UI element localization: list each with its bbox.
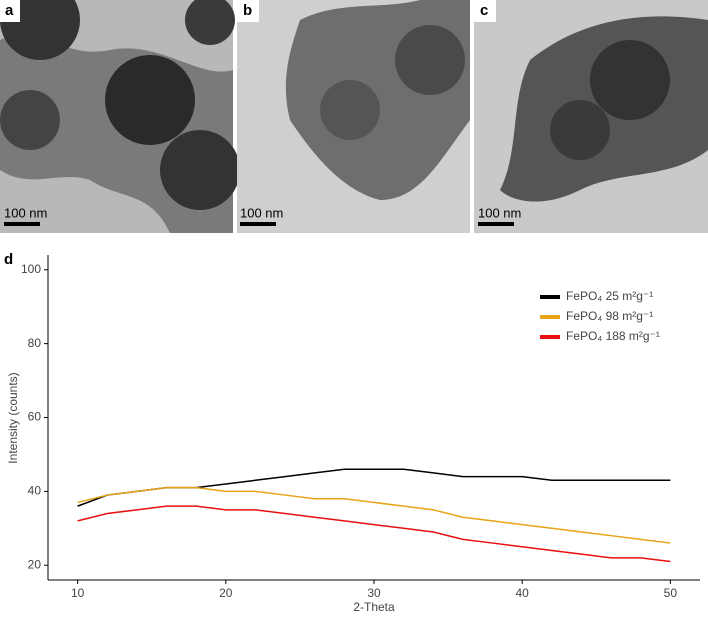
x-tick-label: 30 bbox=[367, 586, 381, 600]
series-line bbox=[77, 486, 671, 544]
legend-label: FePO₄ 98 m²g⁻¹ bbox=[566, 309, 653, 323]
tem-panel-b bbox=[237, 0, 470, 233]
tem-panel-a bbox=[0, 0, 240, 233]
y-tick-label: 80 bbox=[28, 336, 42, 350]
panel-label: b bbox=[243, 2, 252, 19]
legend-label: FePO₄ 25 m²g⁻¹ bbox=[566, 289, 653, 303]
y-axis-title: Intensity (counts) bbox=[6, 372, 20, 463]
panel-label: d bbox=[4, 251, 13, 268]
x-tick-label: 50 bbox=[664, 586, 678, 600]
legend-label: FePO₄ 188 m²g⁻¹ bbox=[566, 329, 660, 343]
panel-label: a bbox=[5, 2, 14, 19]
x-tick-label: 10 bbox=[71, 586, 85, 600]
y-tick-label: 40 bbox=[28, 484, 42, 498]
x-axis-title: 2-Theta bbox=[353, 600, 395, 614]
y-tick-label: 20 bbox=[28, 557, 42, 571]
y-tick-label: 60 bbox=[28, 410, 42, 424]
x-tick-label: 40 bbox=[516, 586, 530, 600]
scale-bar-label: 100 nm bbox=[478, 205, 521, 220]
scale-bar-label: 100 nm bbox=[4, 205, 47, 220]
scale-bar-label: 100 nm bbox=[240, 205, 283, 220]
series-line bbox=[77, 505, 671, 563]
tem-panel-c bbox=[474, 0, 708, 233]
panel-label: c bbox=[480, 2, 488, 19]
y-tick-label: 100 bbox=[21, 262, 41, 276]
x-tick-label: 20 bbox=[219, 586, 233, 600]
